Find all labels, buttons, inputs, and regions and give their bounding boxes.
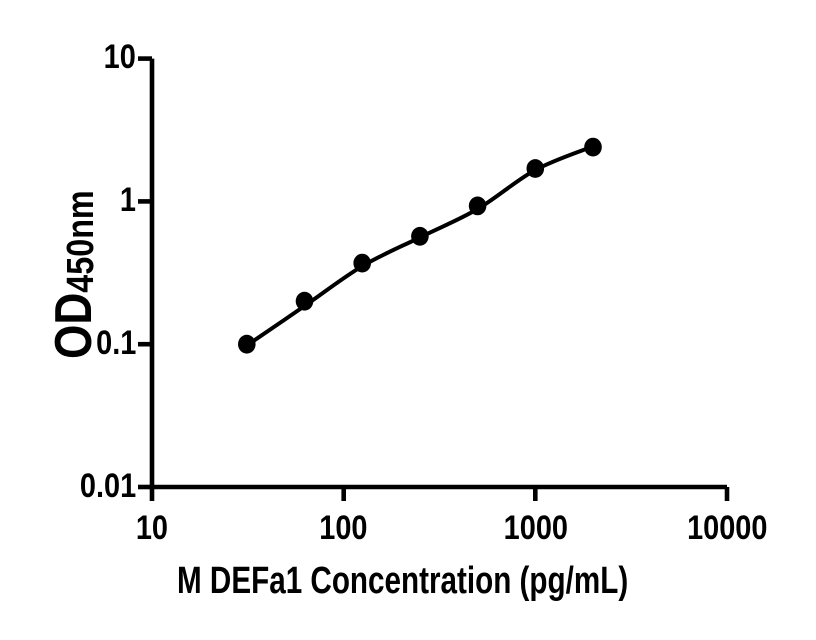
axes-frame — [149, 58, 727, 490]
fit-curve — [245, 144, 594, 348]
y-axis-title: OD450nm — [44, 190, 104, 359]
y-tick-label: 0.1 — [95, 323, 136, 362]
data-point — [468, 196, 487, 216]
data-point — [353, 253, 372, 273]
data-point — [238, 334, 256, 354]
y-tick-label: 10 — [103, 38, 137, 77]
y-axis-title-subscript: 450nm — [60, 190, 102, 293]
data-point — [526, 159, 545, 178]
data-point — [411, 226, 429, 246]
y-tick-label: 0.01 — [79, 466, 136, 505]
y-tick-label: 1 — [119, 181, 137, 219]
x-tick-label: 100 — [319, 509, 368, 547]
x-tick-label: 10 — [135, 509, 169, 547]
x-axis-title: M DEFa1 Concentration (pg/mL) — [177, 560, 629, 602]
x-tick-label: 1000 — [503, 509, 568, 547]
data-point — [584, 137, 602, 157]
data-point — [295, 291, 314, 311]
y-axis-title-main: OD — [45, 292, 103, 359]
x-tick-label: 10000 — [686, 509, 768, 547]
